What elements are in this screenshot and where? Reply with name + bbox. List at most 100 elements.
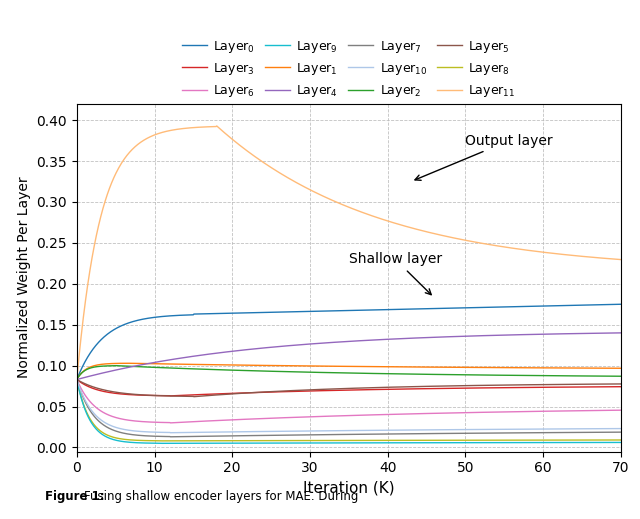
- Text: Shallow layer: Shallow layer: [349, 252, 442, 295]
- Layer$_7$: [313, 432, 321, 438]
- Layer$_7$: [498, 430, 506, 436]
- Layer$_0$: [507, 304, 515, 310]
- Layer$_0$: [312, 308, 320, 315]
- X-axis label: Iteration (K): Iteration (K): [303, 481, 395, 496]
- Layer$_7$: [294, 432, 301, 438]
- Layer$_6$: [73, 376, 81, 383]
- Layer$_{11}$: [498, 243, 506, 250]
- Layer$_2$: [112, 363, 120, 369]
- Layer$_{11}$: [73, 376, 81, 383]
- Line: Layer$_4$: Layer$_4$: [77, 333, 621, 379]
- Layer$_1$: [617, 365, 625, 372]
- Layer$_6$: [508, 408, 515, 415]
- Layer$_0$: [73, 376, 81, 383]
- Layer$_2$: [294, 369, 301, 375]
- Y-axis label: Normalized Weight Per Layer: Normalized Weight Per Layer: [17, 177, 31, 378]
- Layer$_1$: [129, 360, 137, 366]
- Layer$_{11}$: [213, 123, 221, 129]
- Layer$_4$: [507, 332, 515, 338]
- Layer$_{10}$: [73, 376, 81, 383]
- Layer$_9$: [73, 376, 81, 383]
- Layer$_5$: [498, 382, 506, 388]
- Layer$_1$: [447, 364, 455, 371]
- Text: Output layer: Output layer: [415, 134, 553, 180]
- Layer$_1$: [73, 376, 81, 383]
- Line: Layer$_0$: Layer$_0$: [77, 304, 621, 379]
- Layer$_2$: [498, 372, 506, 378]
- Layer$_8$: [151, 438, 159, 444]
- Layer$_{10}$: [498, 426, 506, 432]
- Layer$_5$: [447, 383, 455, 389]
- Line: Layer$_9$: Layer$_9$: [77, 379, 621, 443]
- Layer$_1$: [120, 360, 127, 366]
- Layer$_6$: [447, 410, 455, 416]
- Layer$_6$: [166, 420, 174, 426]
- Layer$_8$: [313, 438, 321, 444]
- Line: Layer$_6$: Layer$_6$: [77, 379, 621, 423]
- Text: Fusing shallow encoder layers for MAE. During: Fusing shallow encoder layers for MAE. D…: [84, 490, 359, 503]
- Layer$_9$: [129, 440, 136, 446]
- Layer$_{11}$: [313, 190, 321, 196]
- Layer$_{10}$: [508, 426, 515, 432]
- Layer$_3$: [73, 376, 81, 383]
- Layer$_9$: [498, 440, 506, 446]
- Layer$_5$: [313, 387, 321, 393]
- Layer$_6$: [617, 407, 625, 413]
- Line: Layer$_2$: Layer$_2$: [77, 366, 621, 379]
- Layer$_5$: [129, 391, 136, 397]
- Layer$_8$: [617, 437, 625, 443]
- Line: Layer$_{10}$: Layer$_{10}$: [77, 379, 621, 433]
- Layer$_4$: [447, 334, 454, 340]
- Layer$_7$: [617, 429, 625, 435]
- Layer$_6$: [129, 418, 136, 424]
- Layer$_4$: [73, 376, 81, 383]
- Layer$_2$: [447, 372, 455, 378]
- Layer$_3$: [498, 385, 506, 391]
- Layer$_1$: [508, 364, 515, 371]
- Layer$_3$: [447, 385, 455, 391]
- Layer$_4$: [129, 363, 136, 370]
- Layer$_0$: [497, 304, 505, 310]
- Layer$_4$: [293, 342, 301, 348]
- Line: Layer$_5$: Layer$_5$: [77, 379, 621, 397]
- Layer$_9$: [294, 440, 301, 446]
- Text: Figure 1:: Figure 1:: [45, 490, 109, 503]
- Layer$_3$: [294, 388, 301, 394]
- Layer$_2$: [508, 372, 515, 378]
- Layer$_{10}$: [617, 426, 625, 432]
- Layer$_1$: [294, 363, 301, 369]
- Layer$_0$: [447, 305, 454, 311]
- Layer$_9$: [447, 440, 455, 446]
- Layer$_2$: [313, 369, 321, 375]
- Layer$_5$: [508, 382, 515, 388]
- Layer$_9$: [617, 439, 625, 445]
- Layer$_2$: [129, 363, 137, 370]
- Layer$_{11}$: [617, 256, 625, 263]
- Layer$_{10}$: [294, 428, 301, 434]
- Layer$_{11}$: [447, 234, 455, 240]
- Layer$_0$: [293, 309, 301, 315]
- Layer$_3$: [129, 392, 136, 398]
- Line: Layer$_{11}$: Layer$_{11}$: [77, 126, 621, 379]
- Layer$_{11}$: [508, 245, 515, 251]
- Layer$_{11}$: [129, 146, 136, 153]
- Layer$_5$: [73, 376, 81, 383]
- Layer$_7$: [73, 376, 81, 383]
- Layer$_5$: [617, 381, 625, 387]
- Layer$_{10}$: [447, 427, 455, 433]
- Layer$_8$: [508, 437, 515, 443]
- Layer$_9$: [151, 440, 159, 446]
- Layer$_{10}$: [129, 428, 136, 434]
- Layer$_1$: [498, 364, 506, 371]
- Layer$_9$: [508, 440, 515, 446]
- Layer$_0$: [129, 319, 136, 325]
- Layer$_5$: [294, 387, 301, 393]
- Layer$_{10}$: [313, 428, 321, 434]
- Layer$_{10}$: [166, 430, 174, 436]
- Layer$_6$: [498, 409, 506, 415]
- Layer$_5$: [190, 393, 198, 400]
- Layer$_7$: [508, 430, 515, 436]
- Layer$_8$: [129, 437, 136, 443]
- Layer$_8$: [498, 437, 506, 443]
- Layer$_4$: [617, 330, 625, 336]
